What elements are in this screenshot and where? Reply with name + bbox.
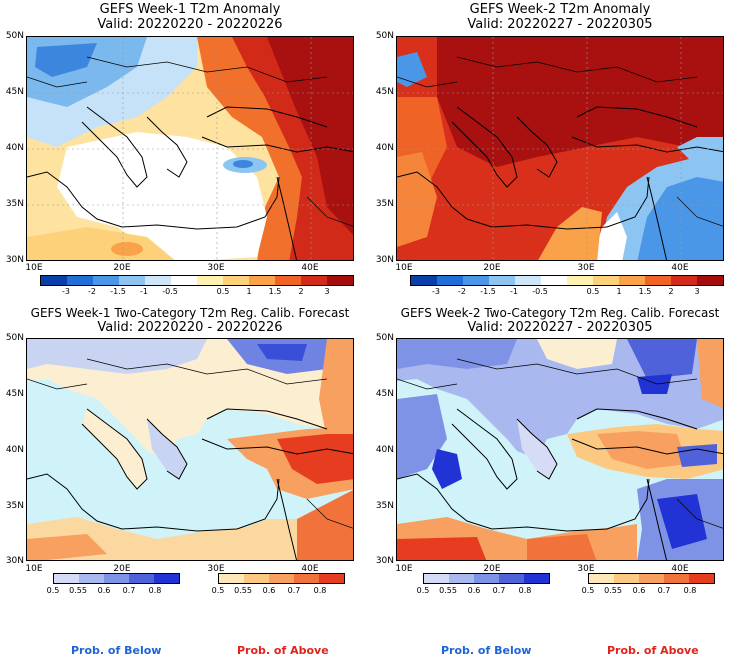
panel-valid-week2-anomaly: Valid: 20220227 - 20220305 (467, 17, 653, 32)
prob-below-caption-week1: Prob. of Below (71, 644, 162, 657)
anomaly-field-week1 (27, 37, 353, 260)
lon-label-10e: 10E (25, 263, 43, 273)
lat-label-45n: 45N (5, 87, 24, 97)
lon-label-30e-r: 30E (577, 263, 595, 273)
prob-above-caption-week2: Prob. of Above (607, 644, 699, 657)
lat-label-50n-br: 50N (375, 333, 394, 343)
prob-above-caption-week1: Prob. of Above (237, 644, 329, 657)
panel-title-week1-prob: GEFS Week-1 Two-Category T2m Reg. Calib.… (30, 306, 350, 320)
lon-label-10e-br: 10E (395, 564, 413, 574)
panel-title-week1-anomaly: GEFS Week-1 T2m Anomaly (99, 2, 281, 17)
panel-valid-week1-anomaly: Valid: 20220220 - 20220226 (97, 17, 283, 32)
map-week2-anomaly (396, 36, 724, 261)
lat-label-35n-r: 35N (375, 199, 394, 209)
map-week2-probability (396, 338, 724, 561)
lon-label-40e: 40E (301, 263, 319, 273)
probability-field-week2 (397, 339, 723, 560)
lon-label-30e-bl: 30E (207, 564, 225, 574)
lon-label-40e-r: 40E (671, 263, 689, 273)
lat-label-45n-r: 45N (375, 87, 394, 97)
lon-label-20e-bl: 20E (113, 564, 131, 574)
lat-label-50n-r: 50N (375, 31, 394, 41)
lat-label-45n-bl: 45N (5, 389, 24, 399)
map-week1-probability (26, 338, 354, 561)
lon-label-20e: 20E (113, 263, 131, 273)
lat-label-35n-bl: 35N (5, 501, 24, 511)
panel-title-week2-anomaly: GEFS Week-2 T2m Anomaly (469, 2, 651, 17)
panel-valid-week2-prob: Valid: 20220227 - 20220305 (467, 320, 653, 335)
lat-label-50n-bl: 50N (5, 333, 24, 343)
prob-below-colorbar-week2 (423, 573, 550, 584)
lon-label-30e: 30E (207, 263, 225, 273)
lat-label-30n: 30N (5, 255, 24, 265)
prob-above-colorbar-week1 (218, 573, 345, 584)
lat-label-40n-br: 40N (375, 445, 394, 455)
lat-label-40n-bl: 40N (5, 445, 24, 455)
lat-label-35n-br: 35N (375, 501, 394, 511)
lon-label-20e-br: 20E (483, 564, 501, 574)
lon-label-30e-br: 30E (577, 564, 595, 574)
lat-label-30n-bl: 30N (5, 556, 24, 566)
lon-label-10e-bl: 10E (25, 564, 43, 574)
probability-field-week1 (27, 339, 353, 560)
lat-label-30n-br: 30N (375, 556, 394, 566)
lon-label-10e-r: 10E (395, 263, 413, 273)
lon-label-40e-bl: 40E (301, 564, 319, 574)
lat-label-40n-r: 40N (375, 143, 394, 153)
lat-label-40n: 40N (5, 143, 24, 153)
lat-label-45n-br: 45N (375, 389, 394, 399)
lat-label-35n: 35N (5, 199, 24, 209)
lon-label-20e-r: 20E (483, 263, 501, 273)
lat-label-30n-r: 30N (375, 255, 394, 265)
anomaly-colorbar-week1 (40, 275, 354, 286)
panel-valid-week1-prob: Valid: 20220220 - 20220226 (97, 320, 283, 335)
lon-label-40e-br: 40E (671, 564, 689, 574)
map-week1-anomaly (26, 36, 354, 261)
prob-below-caption-week2: Prob. of Below (441, 644, 532, 657)
panel-title-week2-prob: GEFS Week-2 Two-Category T2m Reg. Calib.… (400, 306, 720, 320)
anomaly-field-week2 (397, 37, 723, 260)
anomaly-colorbar-week2 (410, 275, 724, 286)
prob-below-colorbar-week1 (53, 573, 180, 584)
lat-label-50n: 50N (5, 31, 24, 41)
prob-above-colorbar-week2 (588, 573, 715, 584)
